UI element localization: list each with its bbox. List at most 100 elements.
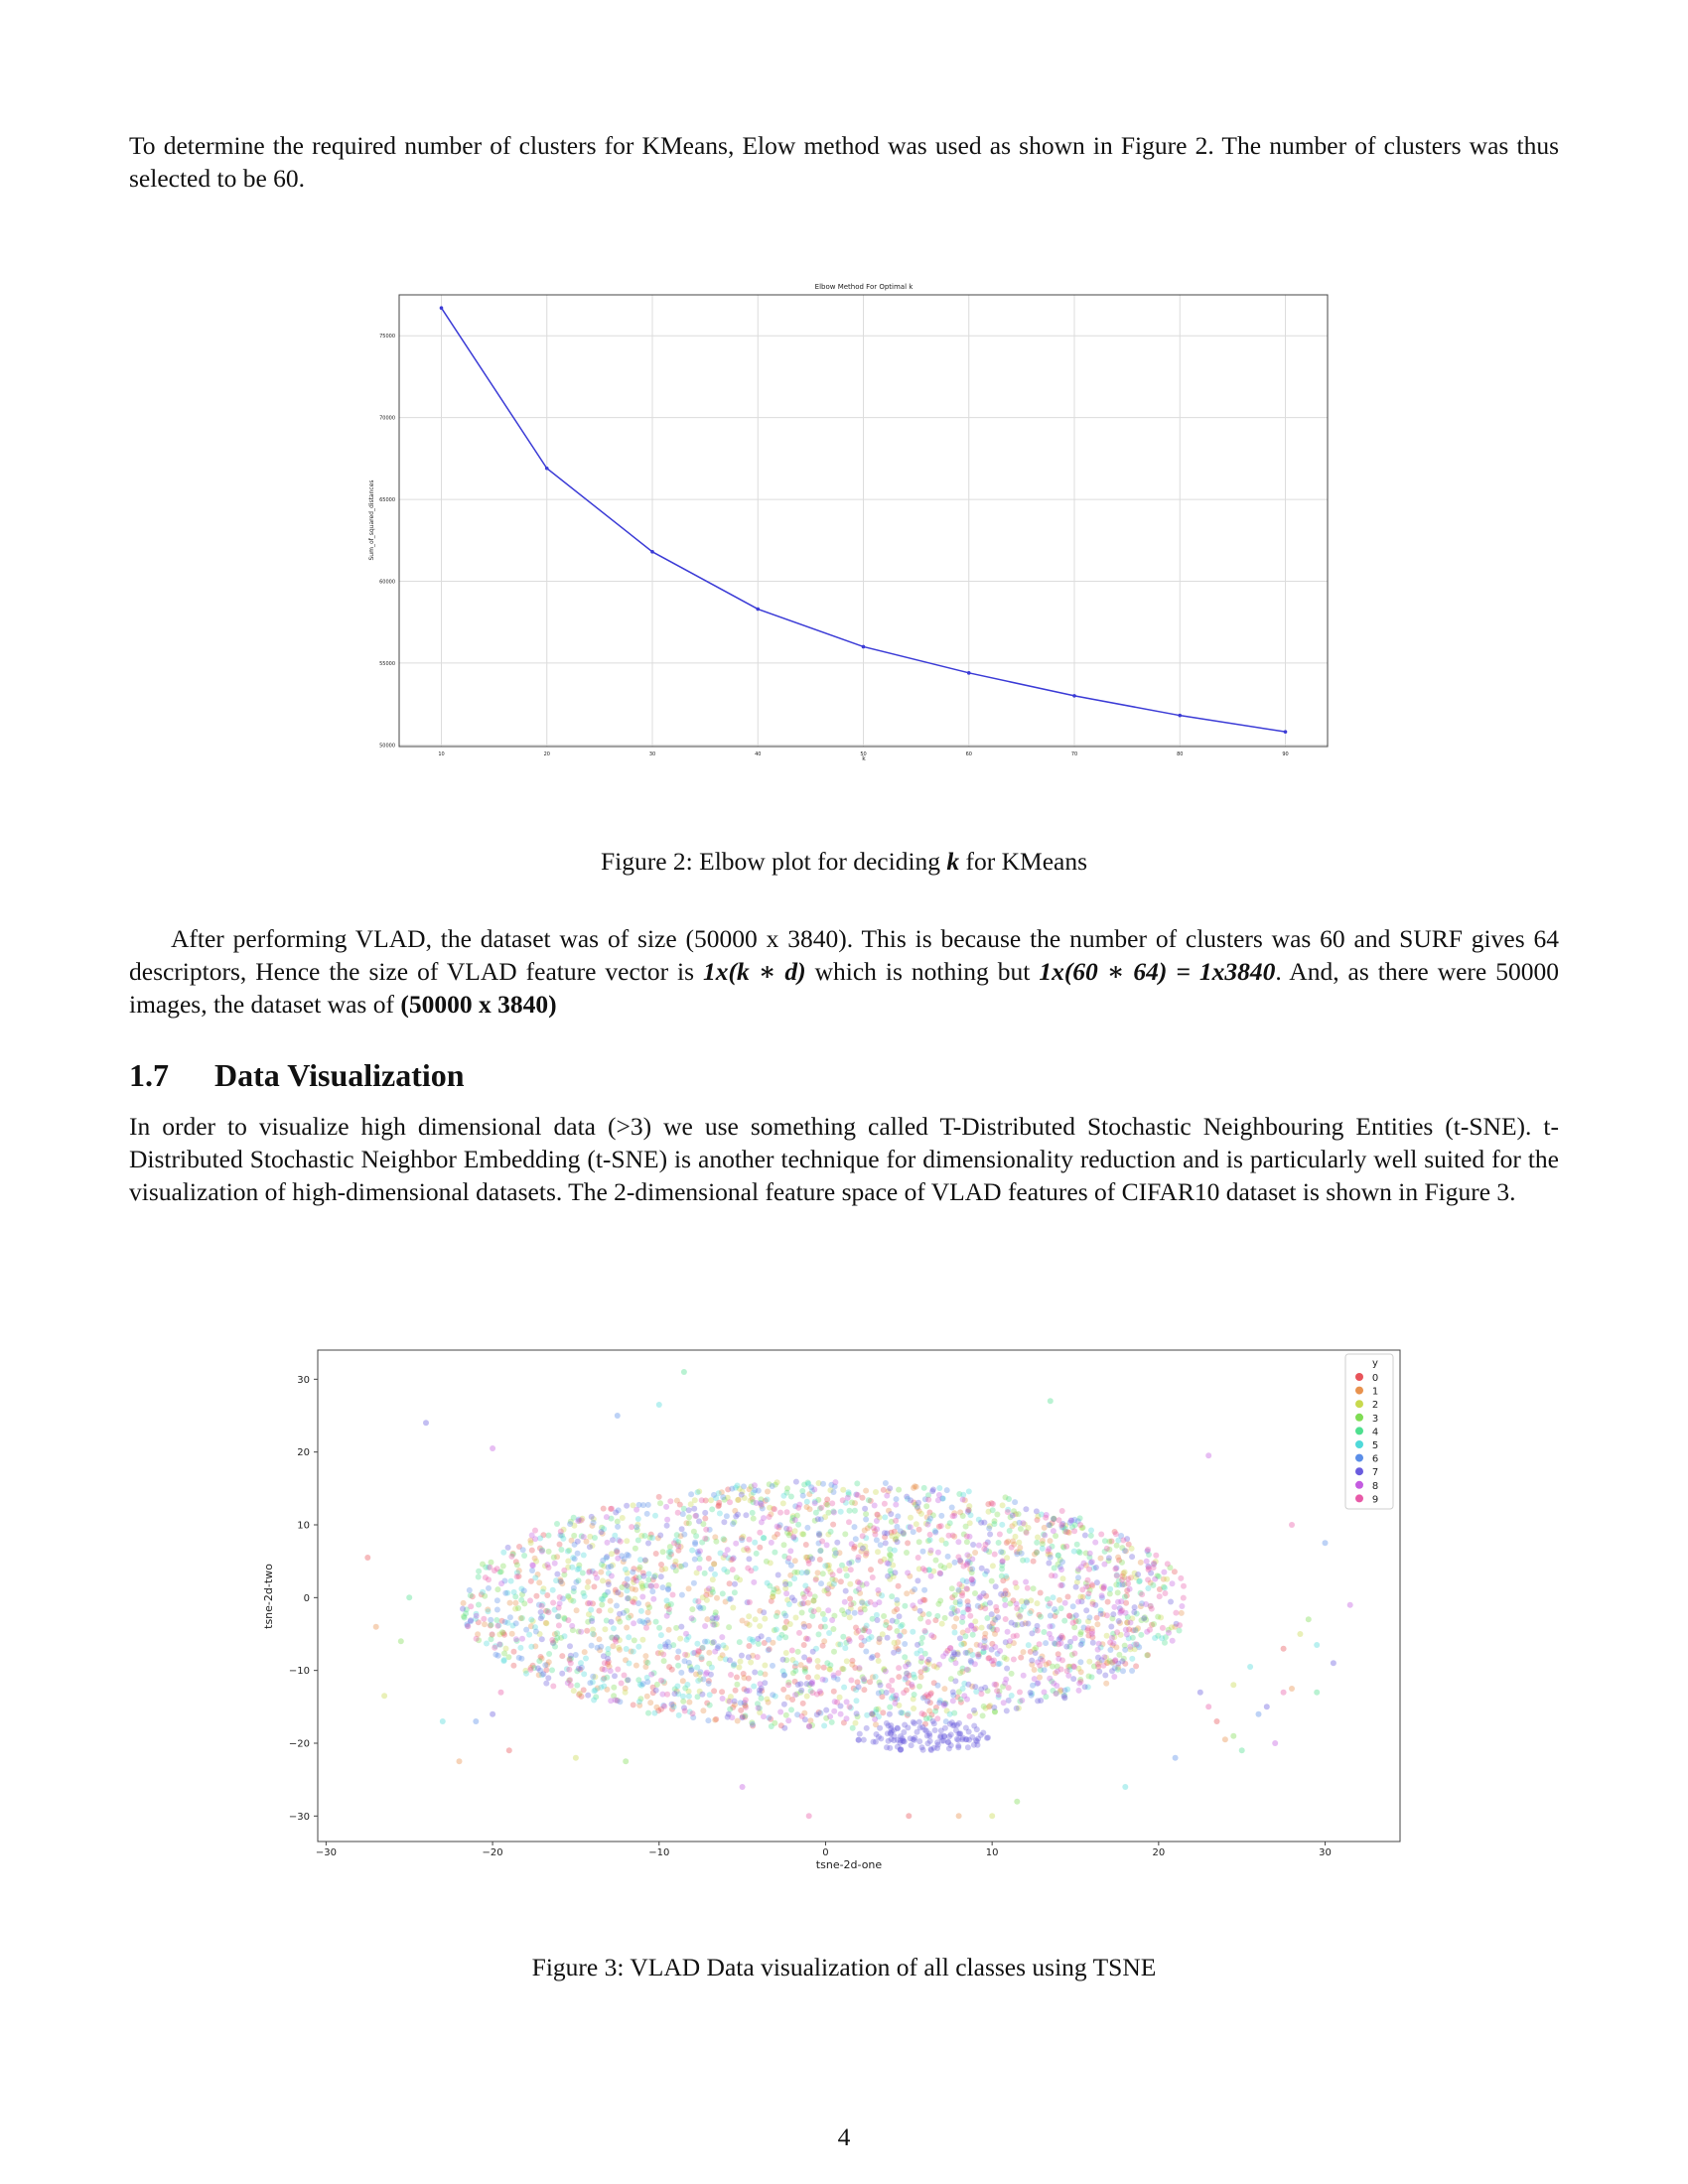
tsne-point xyxy=(605,1581,612,1587)
tsne-point xyxy=(585,1578,592,1585)
tsne-point xyxy=(803,1504,810,1510)
tsne-point xyxy=(737,1700,744,1706)
tsne-point xyxy=(1061,1599,1068,1606)
tsne-point xyxy=(1021,1521,1028,1528)
tsne-point xyxy=(1079,1593,1086,1600)
tsne-point xyxy=(1002,1587,1009,1594)
tsne-point xyxy=(487,1622,493,1629)
tsne-point xyxy=(897,1746,904,1753)
tsne-point xyxy=(886,1683,892,1690)
figure3-caption: Figure 3: VLAD Data visualization of all… xyxy=(531,1953,1157,1981)
tsne-point xyxy=(992,1616,999,1623)
tsne-point xyxy=(1155,1632,1162,1639)
tsne-point xyxy=(973,1689,980,1695)
tsne-point xyxy=(986,1525,993,1532)
tsne-point xyxy=(869,1710,876,1717)
tsne-point xyxy=(594,1644,601,1651)
tsne-legend-title: y xyxy=(1372,1358,1378,1369)
tsne-point xyxy=(637,1696,644,1703)
tsne-point xyxy=(621,1672,628,1679)
tsne-point xyxy=(750,1638,757,1645)
tsne-point xyxy=(613,1589,620,1595)
elbow-data-point xyxy=(756,607,761,612)
tsne-point xyxy=(690,1650,697,1657)
tsne-point xyxy=(676,1501,683,1508)
tsne-point xyxy=(1059,1559,1065,1566)
tsne-point xyxy=(611,1693,618,1700)
tsne-point xyxy=(633,1662,639,1669)
tsne-point xyxy=(937,1727,944,1734)
tsne-point xyxy=(906,1672,913,1679)
tsne-point xyxy=(665,1585,671,1592)
tsne-point xyxy=(952,1678,959,1685)
tsne-point xyxy=(556,1541,563,1548)
tsne-point xyxy=(1096,1668,1103,1675)
tsne-point xyxy=(927,1747,934,1753)
tsne-point xyxy=(901,1690,908,1697)
tsne-point xyxy=(1010,1640,1017,1647)
tsne-point xyxy=(783,1509,790,1516)
tsne-point xyxy=(731,1589,738,1596)
tsne-point xyxy=(788,1594,795,1601)
tsne-point xyxy=(619,1515,626,1521)
tsne-point xyxy=(964,1585,971,1592)
tsne-point xyxy=(527,1597,533,1604)
tsne-point xyxy=(1083,1607,1090,1614)
tsne-point xyxy=(961,1693,968,1700)
tsne-point xyxy=(674,1541,681,1548)
tsne-point xyxy=(1055,1552,1061,1559)
tsne-point xyxy=(1011,1541,1018,1548)
tsne-point xyxy=(929,1488,936,1495)
tsne-point xyxy=(685,1585,692,1592)
tsne-point xyxy=(962,1523,969,1530)
tsne-point xyxy=(852,1719,859,1726)
tsne-point xyxy=(667,1549,674,1556)
tsne-point xyxy=(906,1661,912,1668)
tsne-point xyxy=(753,1500,760,1506)
tsne-point xyxy=(845,1636,852,1643)
tsne-point xyxy=(948,1504,955,1511)
tsne-point xyxy=(896,1665,903,1672)
tsne-point xyxy=(721,1496,728,1503)
tsne-point xyxy=(1117,1619,1123,1626)
tsne-point xyxy=(843,1658,850,1665)
tsne-point xyxy=(981,1638,988,1644)
tsne-point xyxy=(722,1656,729,1663)
tsne-point xyxy=(1028,1597,1035,1604)
tsne-point xyxy=(1055,1561,1061,1568)
tsne-point xyxy=(757,1623,764,1629)
tsne-point xyxy=(875,1706,882,1712)
tsne-point xyxy=(886,1624,893,1631)
tsne-point xyxy=(968,1570,975,1575)
tsne-point xyxy=(757,1500,764,1506)
tsne-point xyxy=(793,1512,800,1519)
tsne-point xyxy=(867,1522,874,1529)
tsne-point xyxy=(708,1497,714,1504)
tsne-point xyxy=(805,1557,812,1564)
tsne-point xyxy=(677,1635,684,1642)
tsne-point xyxy=(717,1655,724,1662)
tsne-point xyxy=(464,1621,471,1628)
tsne-point xyxy=(703,1587,710,1594)
tsne-point xyxy=(861,1606,868,1613)
tsne-point xyxy=(544,1607,551,1614)
tsne-point xyxy=(799,1700,806,1706)
tsne-point xyxy=(781,1625,788,1631)
tsne-point xyxy=(1070,1676,1077,1683)
tsne-point xyxy=(792,1478,799,1485)
tsne-point xyxy=(624,1502,631,1509)
tsne-point xyxy=(475,1631,482,1638)
tsne-point xyxy=(734,1681,741,1688)
tsne-point xyxy=(599,1524,606,1531)
tsne-point xyxy=(860,1736,867,1743)
tsne-point xyxy=(869,1615,876,1622)
tsne-point xyxy=(740,1671,747,1677)
tsne-point xyxy=(854,1480,861,1487)
tsne-point xyxy=(753,1550,760,1557)
tsne-point xyxy=(876,1635,883,1642)
tsne-point xyxy=(1047,1538,1054,1545)
tsne-point xyxy=(991,1705,998,1710)
tsne-point xyxy=(1007,1514,1014,1521)
tsne-point xyxy=(954,1721,960,1728)
tsne-point xyxy=(1077,1669,1084,1676)
